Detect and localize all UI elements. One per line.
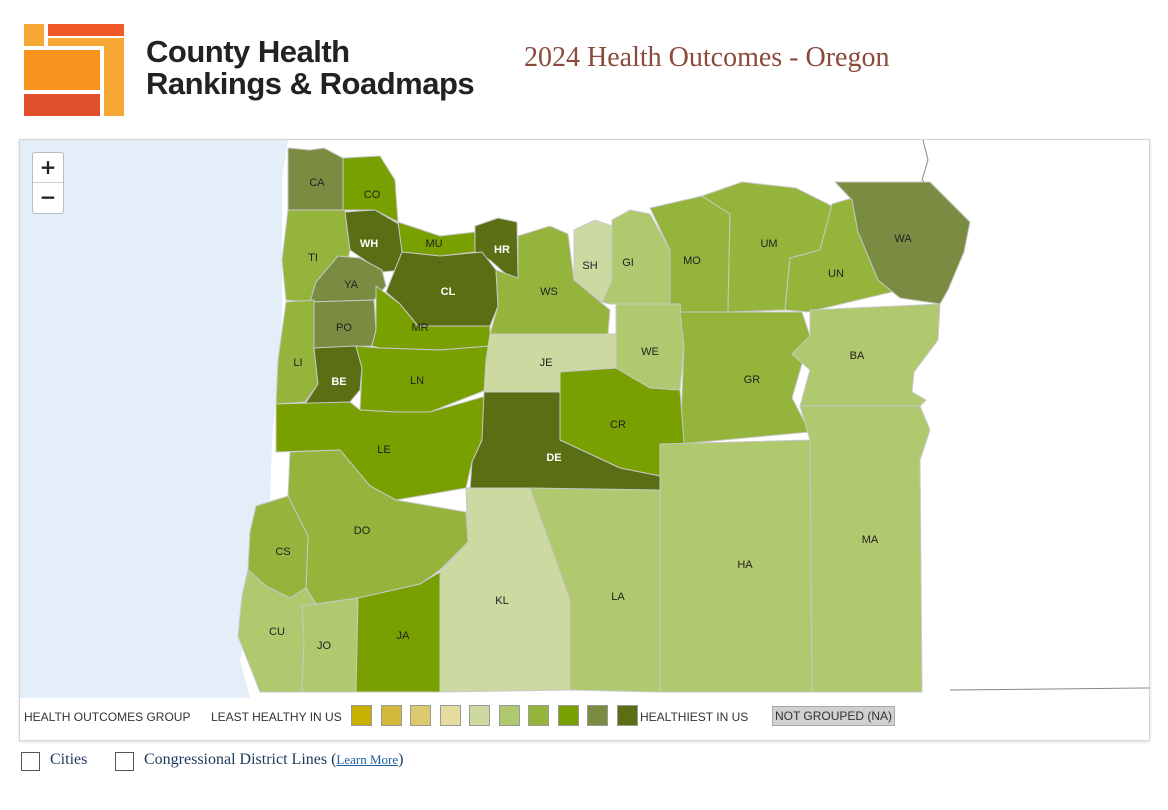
oregon-county-map[interactable]: CA CO TI WH MU HR YA CL WS SH GI MO UM UN WA PO MR LI BE LN… (20, 140, 1149, 698)
county-label-ya: YA (344, 279, 359, 291)
county-label-la: LA (611, 591, 625, 603)
brand-line-1: County Health (146, 34, 350, 69)
county-ja[interactable] (355, 571, 441, 693)
county-jo[interactable] (301, 597, 359, 693)
county-label-cl: CL (441, 286, 456, 298)
county-ha[interactable] (659, 439, 813, 693)
zoom-in-button[interactable]: + (33, 153, 63, 183)
county-la[interactable] (529, 487, 661, 693)
county-label-mu: MU (425, 238, 442, 250)
county-label-ja: JA (397, 630, 411, 642)
county-label-jo: JO (317, 640, 332, 652)
legend-swatch-9 (587, 705, 608, 726)
county-label-ba: BA (850, 350, 865, 362)
brand-name: County Health Rankings & Roadmaps (146, 34, 475, 101)
legend-healthiest-label: HEALTHIEST IN US (640, 710, 749, 724)
county-label-cs: CS (275, 546, 290, 558)
legend-swatch-2 (380, 705, 402, 726)
legend-least-label: LEAST HEALTHY IN US (211, 710, 342, 724)
county-label-le: LE (377, 444, 390, 456)
county-label-be: BE (331, 376, 346, 388)
districts-label: Congressional District Lines (Learn More… (144, 751, 404, 768)
legend-swatch-10 (616, 705, 638, 726)
county-label-wa: WA (894, 233, 912, 245)
county-label-ma: MA (862, 534, 879, 546)
zoom-control: + − (32, 152, 64, 214)
state-border (949, 687, 1149, 691)
county-label-ca: CA (309, 177, 325, 189)
legend-swatch-4 (439, 705, 461, 726)
zoom-out-button[interactable]: − (39, 185, 57, 209)
ocean (20, 140, 288, 698)
districts-label-text: Congressional District Lines (144, 751, 328, 768)
county-label-ha: HA (737, 559, 753, 571)
cities-label: Cities (50, 751, 88, 768)
page-title: 2024 Health Outcomes - Oregon (524, 42, 890, 73)
county-label-cu: CU (269, 626, 285, 638)
legend-swatch-8 (557, 705, 579, 726)
county-label-li: LI (293, 357, 302, 369)
county-label-gr: GR (744, 374, 761, 386)
county-label-sh: SH (582, 260, 597, 272)
county-li[interactable] (275, 299, 319, 405)
map-legend: HEALTH OUTCOMES GROUP LEAST HEALTHY IN U… (20, 698, 1149, 740)
county-label-de: DE (546, 452, 561, 464)
learn-more-link[interactable]: Learn More (336, 752, 399, 767)
county-layer (237, 147, 971, 693)
county-gr[interactable] (679, 311, 811, 445)
legend-swatch-3 (410, 705, 431, 726)
county-label-wh: WH (360, 238, 378, 250)
legend-swatch-7 (528, 705, 549, 726)
districts-checkbox[interactable] (115, 752, 134, 771)
county-label-je: JE (540, 357, 553, 369)
county-label-hr: HR (494, 244, 510, 256)
county-label-ws: WS (540, 286, 558, 298)
legend-swatch-6 (498, 705, 520, 726)
county-label-kl: KL (495, 595, 508, 607)
county-label-mo: MO (683, 255, 701, 267)
legend-swatch-5 (469, 705, 490, 726)
county-cl[interactable] (385, 251, 499, 327)
county-label-co: CO (364, 189, 381, 201)
county-label-un: UN (828, 268, 844, 280)
county-ma[interactable] (799, 405, 931, 693)
county-label-layer: CA CO TI WH MU HR YA CL WS SH GI MO UM UN WA PO MR LI BE LN… (269, 177, 912, 652)
county-label-ti: TI (308, 252, 318, 264)
legend-not-grouped: NOT GROUPED (NA) (772, 706, 895, 726)
county-label-ln: LN (410, 375, 424, 387)
cities-checkbox[interactable] (21, 752, 40, 771)
county-label-we: WE (641, 346, 659, 358)
map-container: CA CO TI WH MU HR YA CL WS SH GI MO UM UN WA PO MR LI BE LN… (19, 139, 1150, 741)
chr-logo (24, 24, 124, 116)
county-label-gi: GI (622, 257, 634, 269)
brand-line-2: Rankings & Roadmaps (146, 66, 475, 101)
county-label-mr: MR (411, 322, 428, 334)
county-ba[interactable] (791, 303, 941, 407)
legend-title: HEALTH OUTCOMES GROUP (24, 710, 191, 724)
county-label-do: DO (354, 525, 371, 537)
county-label-po: PO (336, 322, 352, 334)
county-label-um: UM (760, 238, 777, 250)
county-label-cr: CR (610, 419, 626, 431)
legend-swatch-1 (351, 705, 372, 726)
